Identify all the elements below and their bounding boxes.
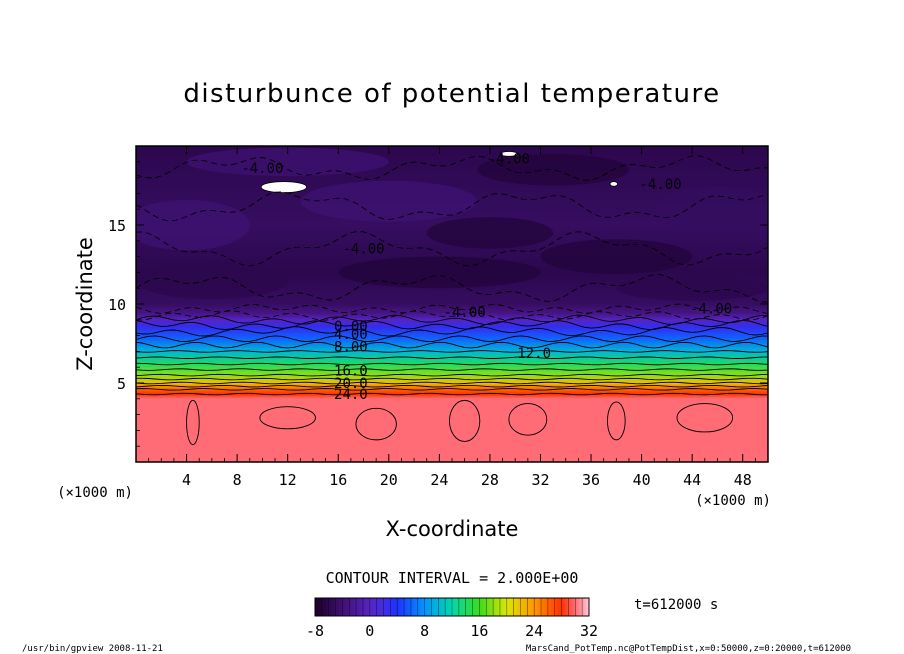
footer-left: /usr/bin/gpview 2008-11-21 — [22, 644, 163, 654]
contour-loop — [186, 399, 200, 446]
field-blob — [300, 180, 478, 222]
contour-line — [136, 274, 768, 303]
field-blob — [616, 275, 768, 301]
y-axis-ticks: 5 10 15 — [108, 161, 768, 447]
contour-line — [136, 356, 768, 359]
x-tick-label: 20 — [380, 471, 398, 489]
contour-label: -4.00 — [690, 302, 732, 318]
field-white-patch — [499, 151, 519, 157]
field-blob — [426, 217, 554, 249]
contour-line — [136, 191, 768, 222]
colorbar-frame — [314, 597, 590, 617]
colorbar-tick-label: -8 — [306, 622, 324, 640]
contour-loop — [508, 403, 548, 436]
contour-loop — [607, 401, 626, 441]
contour-interval-label: CONTOUR INTERVAL = 2.000E+00 — [326, 569, 579, 587]
contour-label: 4.00 — [334, 327, 368, 343]
colorbar: -8 0 8 16 24 32 — [306, 597, 598, 640]
y-tick-label: 10 — [108, 296, 126, 314]
x-tick-label: 48 — [734, 471, 752, 489]
contour-line — [136, 341, 768, 349]
contour-line — [136, 388, 768, 391]
contour-labels: 0.004.008.00 12.0 16.020.024.0 -4.00 -4.00 -4… — [241, 152, 732, 403]
contour-line — [136, 362, 768, 366]
field-blob — [136, 199, 250, 251]
field-blobs — [136, 147, 768, 301]
contour-line — [136, 392, 768, 396]
contour-label: 12.0 — [517, 346, 551, 362]
colorbar-stripes — [321, 598, 583, 616]
colorbar-ticks: -8 0 8 16 24 32 — [306, 622, 598, 640]
contour-line — [136, 373, 768, 377]
x-tick-label: 40 — [633, 471, 651, 489]
contour-label: -4.00 — [241, 161, 283, 177]
time-label: t=612000 s — [634, 597, 718, 613]
y-axis-label: Z-coordinate — [73, 237, 97, 371]
contour-lines — [136, 155, 768, 446]
contour-label: 24.0 — [334, 387, 368, 403]
contour-loop — [449, 399, 481, 442]
x-axis-ticks: 4 8 12 16 20 24 28 32 36 40 44 48 — [148, 146, 756, 489]
x-unit-left: (×1000 m) — [57, 485, 133, 501]
x-tick-label: 4 — [182, 471, 191, 489]
x-tick-label: 16 — [329, 471, 347, 489]
contour-label: 0.00 — [334, 319, 368, 335]
contour-label: -4.00 — [342, 242, 384, 258]
field-white-patch — [260, 181, 308, 194]
colorbar-tick-label: 16 — [470, 622, 488, 640]
colorbar-tick-label: 32 — [580, 622, 598, 640]
contour-line — [136, 314, 768, 325]
chart-title: disturbunce of potential temperature — [183, 79, 720, 109]
contour-loop — [259, 406, 316, 430]
contour-line — [136, 381, 768, 385]
x-tick-label: 12 — [279, 471, 297, 489]
x-tick-label: 36 — [582, 471, 600, 489]
field-blob — [477, 153, 629, 186]
contour-line — [136, 384, 768, 388]
colorbar-tick-label: 0 — [365, 622, 374, 640]
contour-label: -4.00 — [639, 177, 681, 193]
contour-line — [136, 155, 768, 181]
contour-loop — [676, 403, 734, 433]
contour-line — [136, 377, 768, 381]
plot-area: 0.004.008.00 12.0 16.020.024.0 -4.00 -4.00 -4… — [136, 146, 768, 462]
contour-line — [136, 230, 768, 267]
field-blob — [654, 187, 768, 232]
contour-label: -4.00 — [488, 152, 530, 168]
contour-label: 20.0 — [334, 376, 368, 392]
x-tick-label: 44 — [683, 471, 701, 489]
field-white-patch — [609, 181, 618, 187]
colorbar-tick-label: 8 — [420, 622, 429, 640]
contour-line — [136, 350, 768, 353]
y-tick-label: 5 — [117, 375, 126, 393]
contour-line — [136, 335, 768, 343]
x-tick-label: 28 — [481, 471, 499, 489]
field-blob — [540, 239, 693, 274]
contour-label: 16.0 — [334, 363, 368, 379]
contour-line — [136, 368, 768, 371]
x-unit-right: (×1000 m) — [695, 493, 771, 509]
contour-label: 8.00 — [334, 340, 368, 356]
y-tick-label: 15 — [108, 217, 126, 235]
x-axis-label: X-coordinate — [386, 517, 519, 541]
x-tick-label: 24 — [430, 471, 448, 489]
x-tick-label: 32 — [531, 471, 549, 489]
contour-loop — [355, 407, 397, 441]
contour-line — [136, 303, 768, 314]
colorbar-tick-label: 24 — [525, 622, 543, 640]
x-tick-label: 8 — [233, 471, 242, 489]
footer-right: MarsCand_PotTemp.nc@PotTempDist,x=0:5000… — [526, 644, 851, 654]
field-blob — [136, 261, 288, 300]
field-blob — [186, 147, 389, 177]
field-blob — [338, 256, 541, 289]
contour-line — [136, 310, 768, 321]
contour-label: -4.00 — [444, 305, 486, 321]
contour-line — [136, 319, 768, 331]
